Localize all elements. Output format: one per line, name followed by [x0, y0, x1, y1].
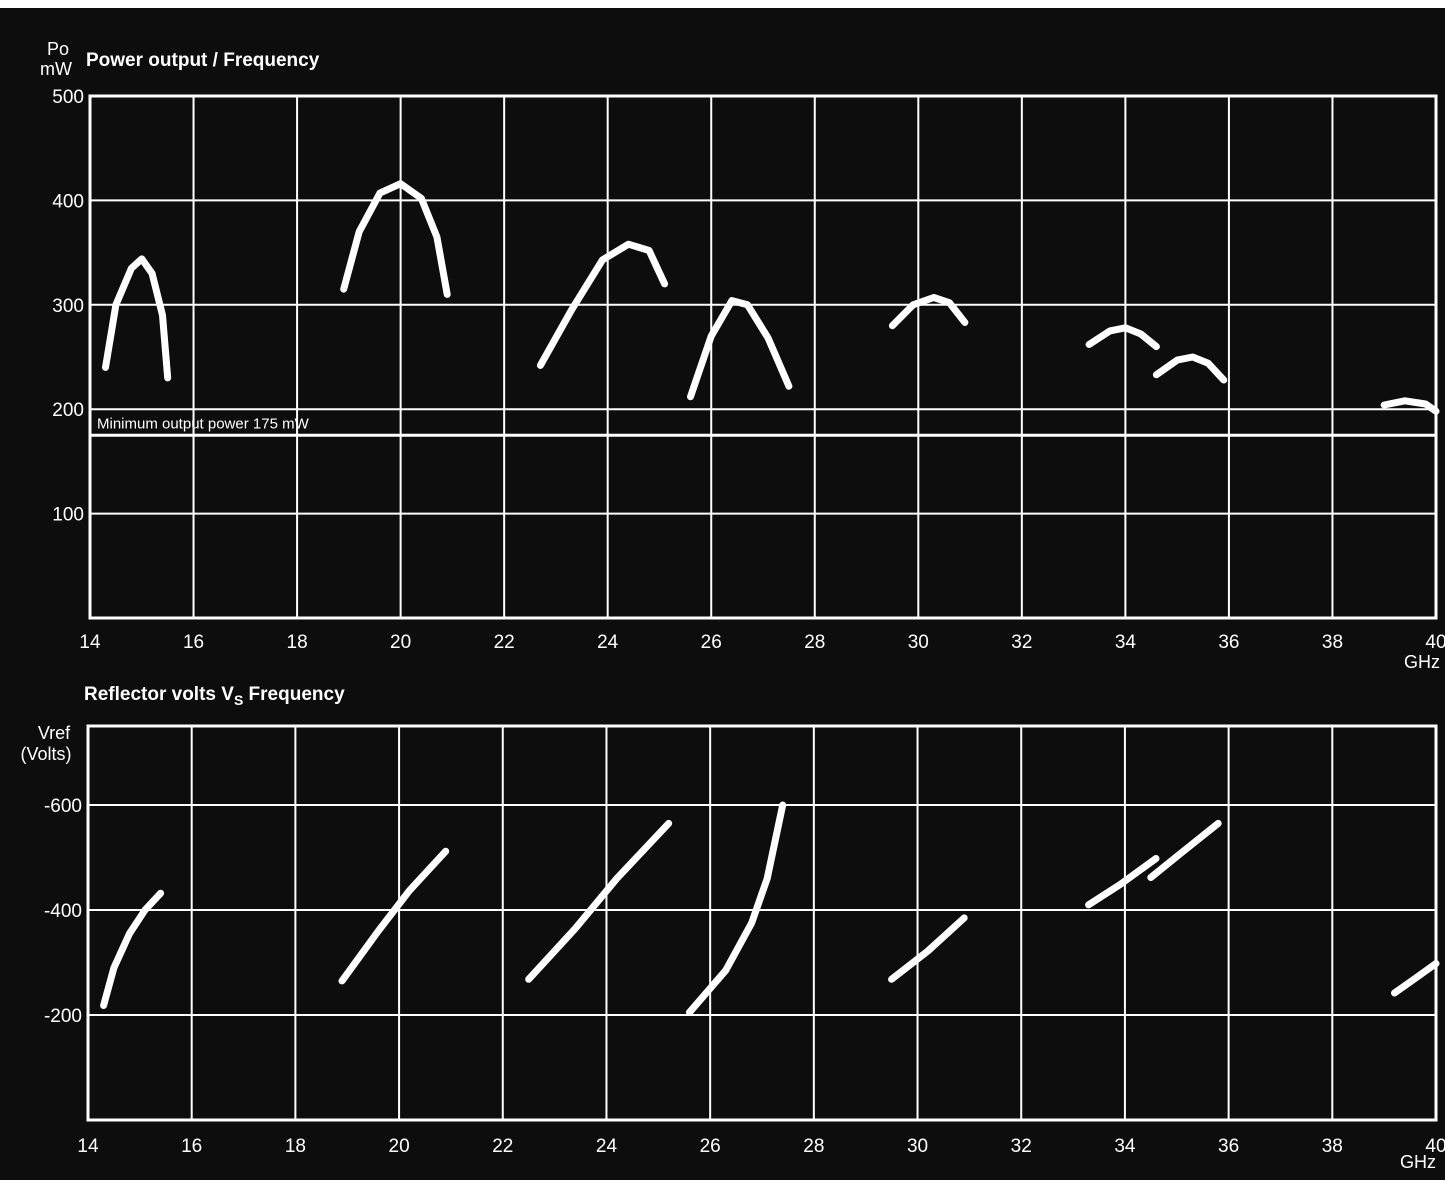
- reflector-x-tick-label: 30: [907, 1136, 928, 1157]
- reflector-x-tick-label: 18: [285, 1136, 306, 1157]
- power-chart-title: Power output / Frequency: [86, 50, 320, 71]
- reflector-x-tick-label: 32: [1011, 1136, 1032, 1157]
- reflector-y-tick-label: -600: [44, 796, 82, 817]
- power-x-tick-label: 18: [287, 632, 308, 653]
- reflector-curve-mode-3: [525, 819, 673, 983]
- power-y-tick-label: 400: [52, 191, 84, 212]
- reflector-curve-mode-2: [338, 847, 450, 985]
- power-curve-mode-7: [1152, 353, 1228, 384]
- reflector-x-tick-label: 16: [181, 1136, 202, 1157]
- power-x-tick-label: 20: [390, 632, 411, 653]
- reflector-x-tick-label: 22: [492, 1136, 513, 1157]
- power-x-tick-label: 14: [79, 632, 101, 653]
- power-y-tick-label: 500: [52, 87, 84, 108]
- power-x-tick-label: 22: [494, 632, 515, 653]
- power-y-tick-label: 200: [52, 400, 84, 421]
- reflector-y-axis-label-bottom: (Volts): [20, 744, 71, 764]
- power-x-unit-label: GHz: [1404, 652, 1440, 672]
- power-output-chart: 14 16 18 20 22 24 26 28 30 32 34 36 38 40 100 200 300 400…: [40, 39, 1445, 672]
- reflector-x-tick-label: 28: [803, 1136, 824, 1157]
- reflector-curve-mode-8: [1391, 960, 1440, 997]
- power-y-axis-label-top: Po: [47, 39, 69, 59]
- power-curve-mode-4: [687, 297, 793, 401]
- power-curve-mode-5: [888, 294, 969, 330]
- power-curve-mode-2: [340, 180, 451, 298]
- power-y-tick-label: 300: [52, 296, 84, 317]
- reflector-volts-chart: 14 16 18 20 22 24 26 28 30 32 34 36 38 40 -200 -400 -600…: [20, 684, 1445, 1172]
- reflector-curve-mode-7: [1147, 819, 1222, 881]
- reflector-y-tick-label: -400: [44, 901, 82, 922]
- power-x-tick-label: 30: [908, 632, 929, 653]
- power-plot-frame: [88, 94, 1438, 620]
- reflector-y-axis-label-top: Vref: [38, 723, 71, 743]
- chart-canvas: 14 16 18 20 22 24 26 28 30 32 34 36 38 40 100 200 300 400…: [20, 39, 1445, 1172]
- power-x-tick-label: 40: [1425, 632, 1445, 653]
- reflector-x-tick-label: 24: [596, 1136, 618, 1157]
- reflector-curve-mode-1: [100, 889, 165, 1009]
- power-x-tick-label: 34: [1115, 632, 1137, 653]
- power-x-tick-label: 24: [597, 632, 619, 653]
- power-x-tick-label: 28: [804, 632, 825, 653]
- figure-panel: 14 16 18 20 22 24 26 28 30 32 34 36 38 40 100 200 300 400…: [0, 8, 1445, 1180]
- reflector-x-tick-label: 38: [1322, 1136, 1343, 1157]
- reflector-x-tick-label: 40: [1425, 1136, 1445, 1157]
- reflector-title-end: Frequency: [243, 684, 345, 705]
- reflector-x-tick-label: 14: [77, 1136, 99, 1157]
- power-x-tick-label: 16: [183, 632, 204, 653]
- reflector-plot-frame: [86, 724, 1438, 1122]
- reflector-curve-mode-5: [888, 914, 968, 983]
- power-y-axis-label-bottom: mW: [40, 59, 72, 79]
- reflector-x-tick-label: 34: [1114, 1136, 1136, 1157]
- power-curve-mode-8: [1380, 397, 1440, 415]
- minimum-power-label: Minimum output power 175 mW: [97, 415, 310, 432]
- reflector-chart-title: Reflector volts VS Frequency: [84, 684, 345, 708]
- reflector-x-unit-label: GHz: [1400, 1152, 1436, 1172]
- power-x-tick-label: 26: [701, 632, 722, 653]
- power-curve-mode-6: [1085, 324, 1160, 351]
- reflector-curve-mode-6: [1085, 855, 1160, 909]
- power-curve-mode-1: [102, 255, 172, 382]
- power-curve-mode-3: [536, 240, 669, 369]
- reflector-title-main: Reflector volts V: [84, 684, 234, 705]
- reflector-x-tick-label: 20: [389, 1136, 410, 1157]
- reflector-title-subscript: S: [234, 692, 243, 708]
- reflector-x-tick-label: 26: [700, 1136, 721, 1157]
- power-y-tick-label: 100: [52, 505, 84, 526]
- reflector-curve-mode-4: [685, 801, 787, 1016]
- power-x-tick-label: 32: [1011, 632, 1032, 653]
- power-x-tick-label: 38: [1322, 632, 1343, 653]
- reflector-x-tick-label: 36: [1218, 1136, 1239, 1157]
- reflector-y-tick-label: -200: [44, 1006, 82, 1027]
- power-x-tick-label: 36: [1218, 632, 1239, 653]
